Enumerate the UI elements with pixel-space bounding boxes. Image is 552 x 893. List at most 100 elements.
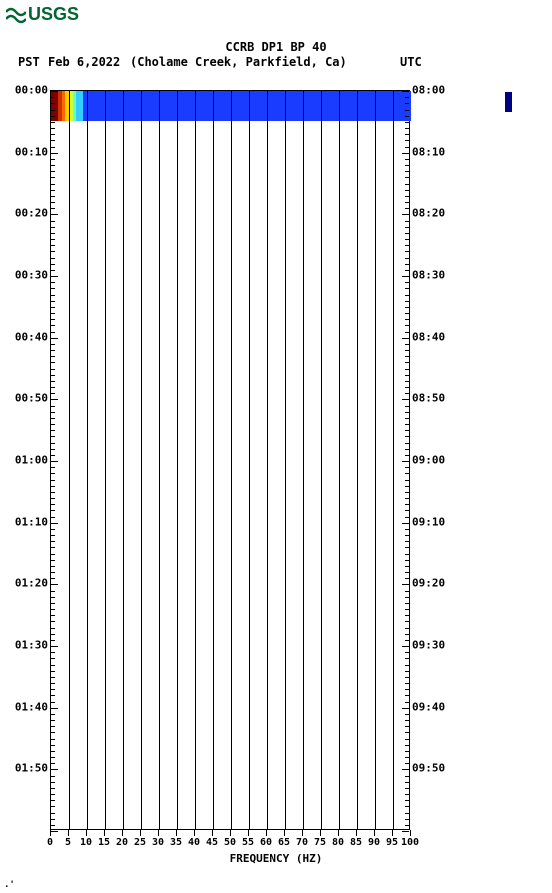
- left-tick: [51, 443, 55, 444]
- left-tick: [51, 769, 58, 770]
- left-axis-label: 01:50: [2, 762, 48, 775]
- x-tick: [356, 830, 357, 836]
- left-tick: [51, 739, 55, 740]
- left-tick: [51, 258, 55, 259]
- logo-text: USGS: [28, 4, 79, 25]
- right-tick: [405, 541, 409, 542]
- right-tick: [405, 597, 409, 598]
- left-tick: [51, 529, 55, 530]
- right-tick: [405, 251, 409, 252]
- right-axis-label: 09:10: [412, 515, 445, 528]
- left-tick: [51, 196, 55, 197]
- left-tick: [51, 634, 55, 635]
- right-tick: [405, 393, 409, 394]
- left-axis-label: 01:00: [2, 454, 48, 467]
- gridline: [123, 91, 124, 829]
- right-tick: [405, 430, 409, 431]
- gridline: [357, 91, 358, 829]
- left-tick: [51, 239, 55, 240]
- band-segment: [76, 91, 83, 121]
- right-tick: [405, 270, 409, 271]
- right-tick: [405, 350, 409, 351]
- right-axis-label: 08:30: [412, 269, 445, 282]
- left-tick: [51, 480, 55, 481]
- right-tick: [402, 338, 409, 339]
- left-tick: [51, 399, 58, 400]
- left-tick: [51, 455, 55, 456]
- left-tick: [51, 97, 55, 98]
- gridline: [159, 91, 160, 829]
- x-tick: [338, 830, 339, 836]
- left-tick: [51, 720, 55, 721]
- left-tick: [51, 584, 58, 585]
- colorbar: [505, 92, 512, 112]
- right-tick: [405, 424, 409, 425]
- left-tick: [51, 418, 55, 419]
- right-tick: [405, 208, 409, 209]
- left-tick: [51, 603, 55, 604]
- x-axis-tick-label: 40: [188, 837, 200, 848]
- left-tick: [51, 344, 55, 345]
- left-tick: [51, 288, 55, 289]
- left-tick: [51, 745, 55, 746]
- x-axis-tick-label: 25: [134, 837, 146, 848]
- right-tick: [402, 461, 409, 462]
- left-tick: [51, 177, 55, 178]
- right-tick: [405, 177, 409, 178]
- left-tick: [51, 412, 55, 413]
- left-tick: [51, 541, 55, 542]
- right-tick: [402, 708, 409, 709]
- left-tick: [51, 282, 55, 283]
- right-tick: [402, 831, 409, 832]
- left-tick: [51, 221, 55, 222]
- x-axis-title: FREQUENCY (HZ): [0, 852, 552, 865]
- left-tick: [51, 227, 55, 228]
- right-tick: [405, 547, 409, 548]
- left-tick: [51, 208, 55, 209]
- left-axis-label: 00:30: [2, 269, 48, 282]
- right-tick: [405, 695, 409, 696]
- right-tick: [405, 159, 409, 160]
- left-tick: [51, 128, 55, 129]
- left-tick: [51, 134, 55, 135]
- left-axis-label: 01:10: [2, 515, 48, 528]
- left-tick: [51, 406, 55, 407]
- left-tick: [51, 393, 55, 394]
- left-tick: [51, 498, 55, 499]
- left-tick: [51, 825, 55, 826]
- right-tick: [402, 214, 409, 215]
- right-tick: [405, 535, 409, 536]
- right-tick: [405, 517, 409, 518]
- left-tick: [51, 110, 55, 111]
- left-tick: [51, 430, 55, 431]
- right-tick: [405, 134, 409, 135]
- right-tick: [405, 480, 409, 481]
- right-tick: [402, 276, 409, 277]
- x-axis-tick-label: 5: [65, 837, 71, 848]
- left-tick: [51, 467, 55, 468]
- right-axis-label: 09:40: [412, 700, 445, 713]
- gridline: [267, 91, 268, 829]
- left-tick: [51, 319, 55, 320]
- x-axis-tick-label: 70: [296, 837, 308, 848]
- right-tick: [405, 375, 409, 376]
- right-tick: [405, 103, 409, 104]
- right-tick: [405, 782, 409, 783]
- left-tick: [51, 387, 55, 388]
- left-tick: [51, 449, 55, 450]
- left-tick: [51, 245, 55, 246]
- tz-right: UTC: [400, 55, 422, 69]
- left-axis-label: 00:40: [2, 330, 48, 343]
- left-tick: [51, 313, 55, 314]
- right-tick: [405, 603, 409, 604]
- left-tick: [51, 794, 55, 795]
- right-tick: [405, 282, 409, 283]
- right-tick: [405, 492, 409, 493]
- right-axis-label: 08:10: [412, 145, 445, 158]
- right-tick: [405, 819, 409, 820]
- left-tick: [51, 628, 55, 629]
- right-axis: 08:0008:1008:2008:3008:4008:5009:0009:10…: [410, 90, 470, 830]
- left-tick: [51, 369, 55, 370]
- right-axis-label: 09:20: [412, 577, 445, 590]
- right-tick: [405, 757, 409, 758]
